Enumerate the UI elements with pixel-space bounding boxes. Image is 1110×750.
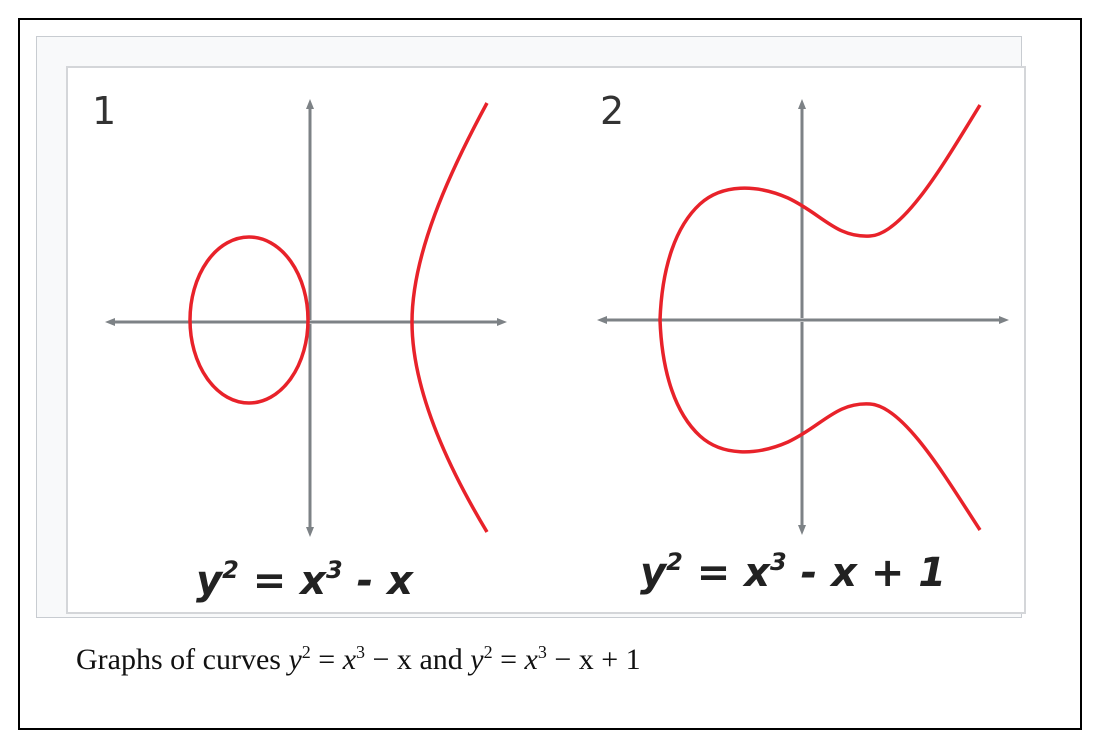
panel-2-curve [658, 104, 982, 531]
panel-1-equation: y2 = x3 - x [196, 556, 414, 604]
panel-2-number: 2 [600, 89, 624, 133]
panel-2: 2 y2 = x3 - x + 1 [597, 89, 1009, 596]
panel-1-number: 1 [92, 89, 116, 133]
image-box [66, 66, 1026, 614]
panel-1: 1 y2 = x3 - x [92, 89, 507, 604]
caption-prefix: Graphs of curves [76, 643, 289, 676]
caption-joiner: and [411, 643, 471, 676]
panel-1-oval-component [188, 235, 310, 405]
caption-eq2: y2 [470, 642, 493, 676]
figure-caption: Graphs of curves y2 = x3 − x and y2 = x3… [76, 642, 641, 676]
caption-eq1: y2 [288, 642, 311, 676]
panel-1-unbounded-component [410, 102, 489, 533]
panel-2-equation: y2 = x3 - x + 1 [640, 548, 946, 596]
